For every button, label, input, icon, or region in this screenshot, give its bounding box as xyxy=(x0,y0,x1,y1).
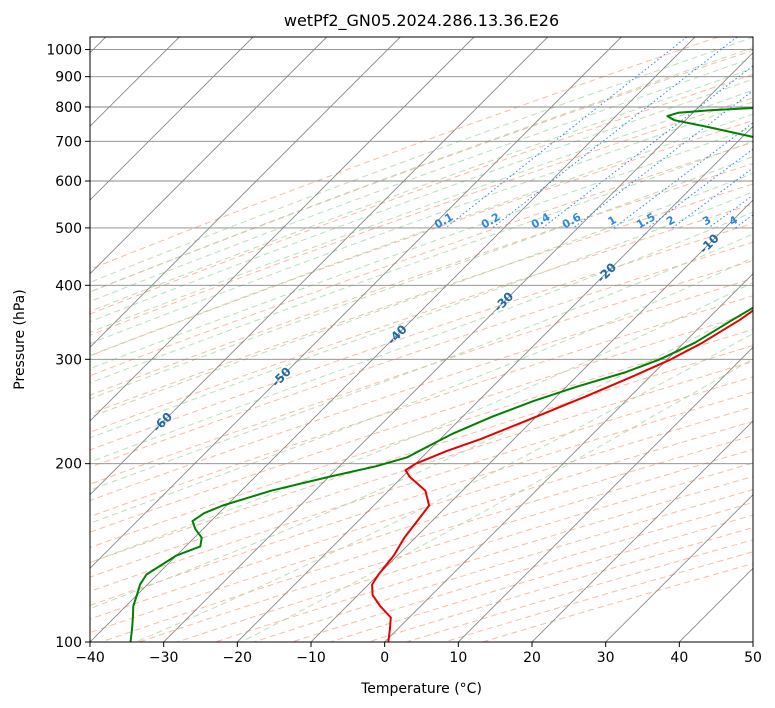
dry-adiabat xyxy=(90,345,753,564)
dry-adiabat xyxy=(329,514,753,642)
isotherm-line xyxy=(163,52,753,642)
y-tick-label: 300 xyxy=(55,352,82,368)
dry-adiabat xyxy=(90,37,719,270)
isotherm-line xyxy=(384,273,753,642)
isotherm-line xyxy=(90,37,254,201)
y-tick-label: 200 xyxy=(55,457,82,473)
moist-adiabat xyxy=(90,47,753,293)
x-tick-label: 0 xyxy=(380,650,389,666)
temperature-line xyxy=(371,309,753,642)
isotherm-line xyxy=(90,37,475,422)
dry-adiabat xyxy=(90,73,753,315)
dry-adiabat xyxy=(90,406,753,620)
x-tick-label: −40 xyxy=(75,650,105,666)
dry-adiabat xyxy=(90,391,753,606)
chart-title: wetPf2_GN05.2024.286.13.36.E26 xyxy=(284,11,559,31)
moist-adiabat xyxy=(90,233,753,491)
x-tick-label: −30 xyxy=(149,650,179,666)
x-tick-label: −20 xyxy=(223,650,253,666)
y-tick-label: 1000 xyxy=(46,43,82,59)
mixing-ratio-line xyxy=(572,90,753,229)
y-tick-label: 400 xyxy=(55,278,82,294)
moist-adiabats xyxy=(90,37,753,642)
isotherm-line xyxy=(457,346,753,642)
y-tick-label: 700 xyxy=(55,134,82,150)
dry-adiabat xyxy=(90,203,753,433)
mixing-ratio-line xyxy=(445,37,688,229)
moist-adiabat xyxy=(90,113,753,357)
dry-adiabat xyxy=(90,183,753,415)
dewpoint-line xyxy=(129,106,753,642)
x-tick-label: 50 xyxy=(744,650,762,666)
moist-adiabat xyxy=(90,211,753,463)
isotherm-line xyxy=(236,125,753,642)
isotherm-line xyxy=(90,37,401,348)
isotherm-line xyxy=(90,37,328,275)
isotherm-line xyxy=(310,199,753,642)
dry-adiabat xyxy=(90,360,753,578)
x-axis-label: Temperature (°C) xyxy=(360,681,482,697)
moist-adiabat xyxy=(90,57,753,303)
moist-adiabat xyxy=(241,358,753,642)
x-tick-label: 10 xyxy=(449,650,467,666)
y-tick-label: 800 xyxy=(55,100,82,116)
pressure-gridlines xyxy=(90,49,753,642)
y-axis-ticks: 100 200 300 400 500 600 700 800 900 1000 xyxy=(46,43,90,651)
moist-adiabat xyxy=(135,333,753,642)
mixing-ratio-line xyxy=(542,65,753,229)
moist-adiabat xyxy=(90,89,753,333)
moist-adiabat xyxy=(90,172,753,418)
moist-adiabat xyxy=(90,156,753,400)
y-tick-label: 900 xyxy=(55,70,82,86)
x-tick-label: −10 xyxy=(296,650,326,666)
dry-adiabat xyxy=(291,501,753,642)
isotherm-line xyxy=(90,37,696,642)
isotherms xyxy=(90,37,753,642)
moist-adiabat xyxy=(90,257,753,524)
mixing-ratio-lines xyxy=(445,37,753,229)
moist-adiabat xyxy=(90,281,753,564)
mixing-ratio-line xyxy=(613,122,753,229)
dry-adiabat xyxy=(90,162,753,396)
y-tick-label: 100 xyxy=(55,635,82,651)
x-tick-label: 40 xyxy=(670,650,688,666)
moist-adiabat xyxy=(90,126,753,370)
y-tick-label: 500 xyxy=(55,221,82,237)
dry-adiabat xyxy=(215,475,753,642)
y-tick-label: 600 xyxy=(55,174,82,190)
moist-adiabat xyxy=(90,78,753,323)
isotherm-line xyxy=(531,420,753,642)
dry-adiabat xyxy=(90,376,753,592)
isotherm-line xyxy=(90,37,622,569)
y-axis-label: Pressure (hPa) xyxy=(12,289,28,389)
dry-adiabat xyxy=(90,420,753,634)
isotherm-line xyxy=(90,37,549,496)
dry-adiabat xyxy=(90,141,753,377)
plot-frame xyxy=(89,36,754,643)
x-tick-label: 30 xyxy=(597,650,615,666)
dry-adiabats xyxy=(90,37,753,642)
isotherm-line xyxy=(605,494,753,642)
dry-adiabat xyxy=(90,49,753,293)
x-axis-ticks: −40 −30 −20 −10 0 10 20 30 40 50 xyxy=(75,642,762,666)
dry-adiabat xyxy=(253,489,753,642)
sounding-series xyxy=(129,106,753,642)
dry-adiabat xyxy=(90,222,753,451)
moist-adiabat xyxy=(90,67,753,313)
x-tick-label: 20 xyxy=(523,650,541,666)
